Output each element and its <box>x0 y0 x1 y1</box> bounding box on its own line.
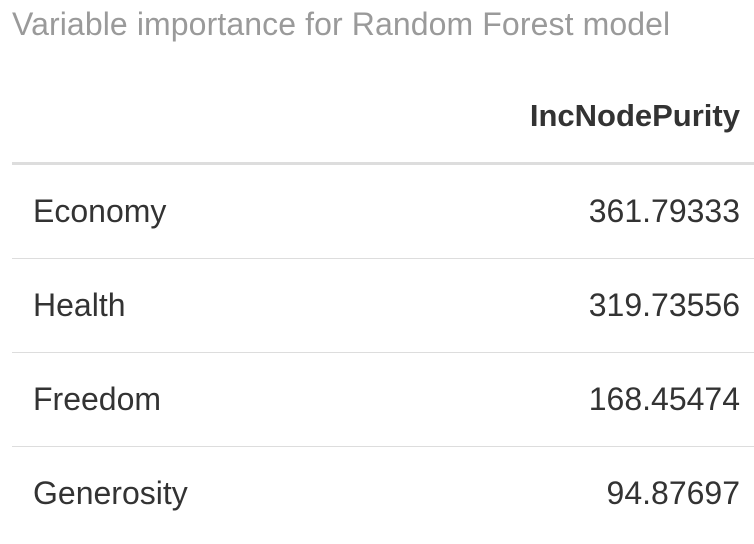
importance-value: 361.79333 <box>588 193 740 229</box>
importance-table: IncNodePurity Economy 361.79333 Health 3… <box>12 82 754 540</box>
table-row: Economy 361.79333 <box>12 165 754 259</box>
variable-name: Generosity <box>33 475 188 511</box>
importance-value: 94.87697 <box>606 475 740 511</box>
importance-value: 168.45474 <box>588 381 740 417</box>
header-incnodepurity: IncNodePurity <box>529 98 740 133</box>
importance-value: 319.73556 <box>588 287 740 323</box>
variable-name: Economy <box>33 193 167 229</box>
table-caption: Variable importance for Random Forest mo… <box>12 6 671 42</box>
table-row: Freedom 168.45474 <box>12 353 754 447</box>
variable-name: Health <box>33 287 126 323</box>
variable-name: Freedom <box>33 381 162 417</box>
table-row: Health 319.73556 <box>12 259 754 353</box>
table-row: Generosity 94.87697 <box>12 447 754 540</box>
table-header-row: IncNodePurity <box>12 82 754 165</box>
